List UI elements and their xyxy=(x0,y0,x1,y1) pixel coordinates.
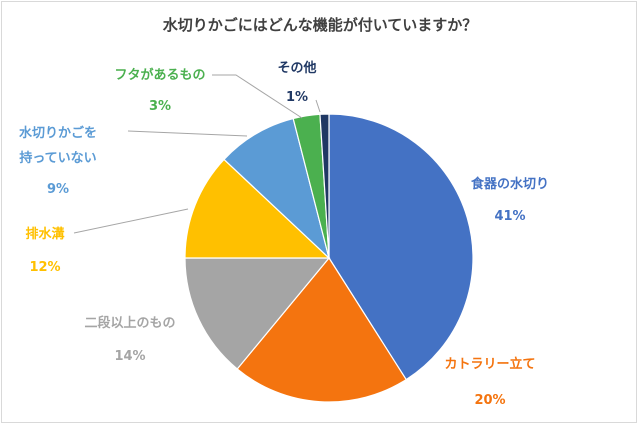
leader-line-5 xyxy=(127,130,248,137)
pie-slice-4 xyxy=(184,158,331,259)
pie-slice-2 xyxy=(236,256,407,403)
pie-slice-7 xyxy=(319,113,330,259)
slice-percent-1: 41% xyxy=(494,209,525,224)
chart-title: 水切りかごにはどんな機能が付いていますか？ xyxy=(162,16,478,34)
slice-percent-7: 1% xyxy=(286,90,308,105)
pie-slice-1 xyxy=(328,113,474,381)
slice-percent-4: 12% xyxy=(29,260,60,275)
slice-percent-6: 3% xyxy=(149,99,171,114)
slice-label-7: その他 xyxy=(277,60,316,76)
slice-label-4: 排水溝 xyxy=(25,226,64,242)
slice-label-3: 二段以上のもの xyxy=(84,315,175,331)
slice-label-5: 持っていない xyxy=(19,150,96,166)
slice-percent-5: 9% xyxy=(47,182,69,197)
slice-percent-3: 14% xyxy=(114,349,145,364)
leader-line-7 xyxy=(315,99,321,113)
slice-label-1: 食器の水切り xyxy=(471,176,549,192)
leader-line-6 xyxy=(212,74,303,119)
slice-label-5: 水切りかごを xyxy=(19,125,97,141)
slice-label-6: フタがあるもの xyxy=(114,67,205,83)
slice-label-2: カトラリー立て xyxy=(444,356,535,372)
slice-percent-2: 20% xyxy=(474,393,505,408)
pie-slice-5 xyxy=(223,117,331,260)
leader-line-4 xyxy=(73,208,189,234)
pie-slice-3 xyxy=(184,257,331,370)
